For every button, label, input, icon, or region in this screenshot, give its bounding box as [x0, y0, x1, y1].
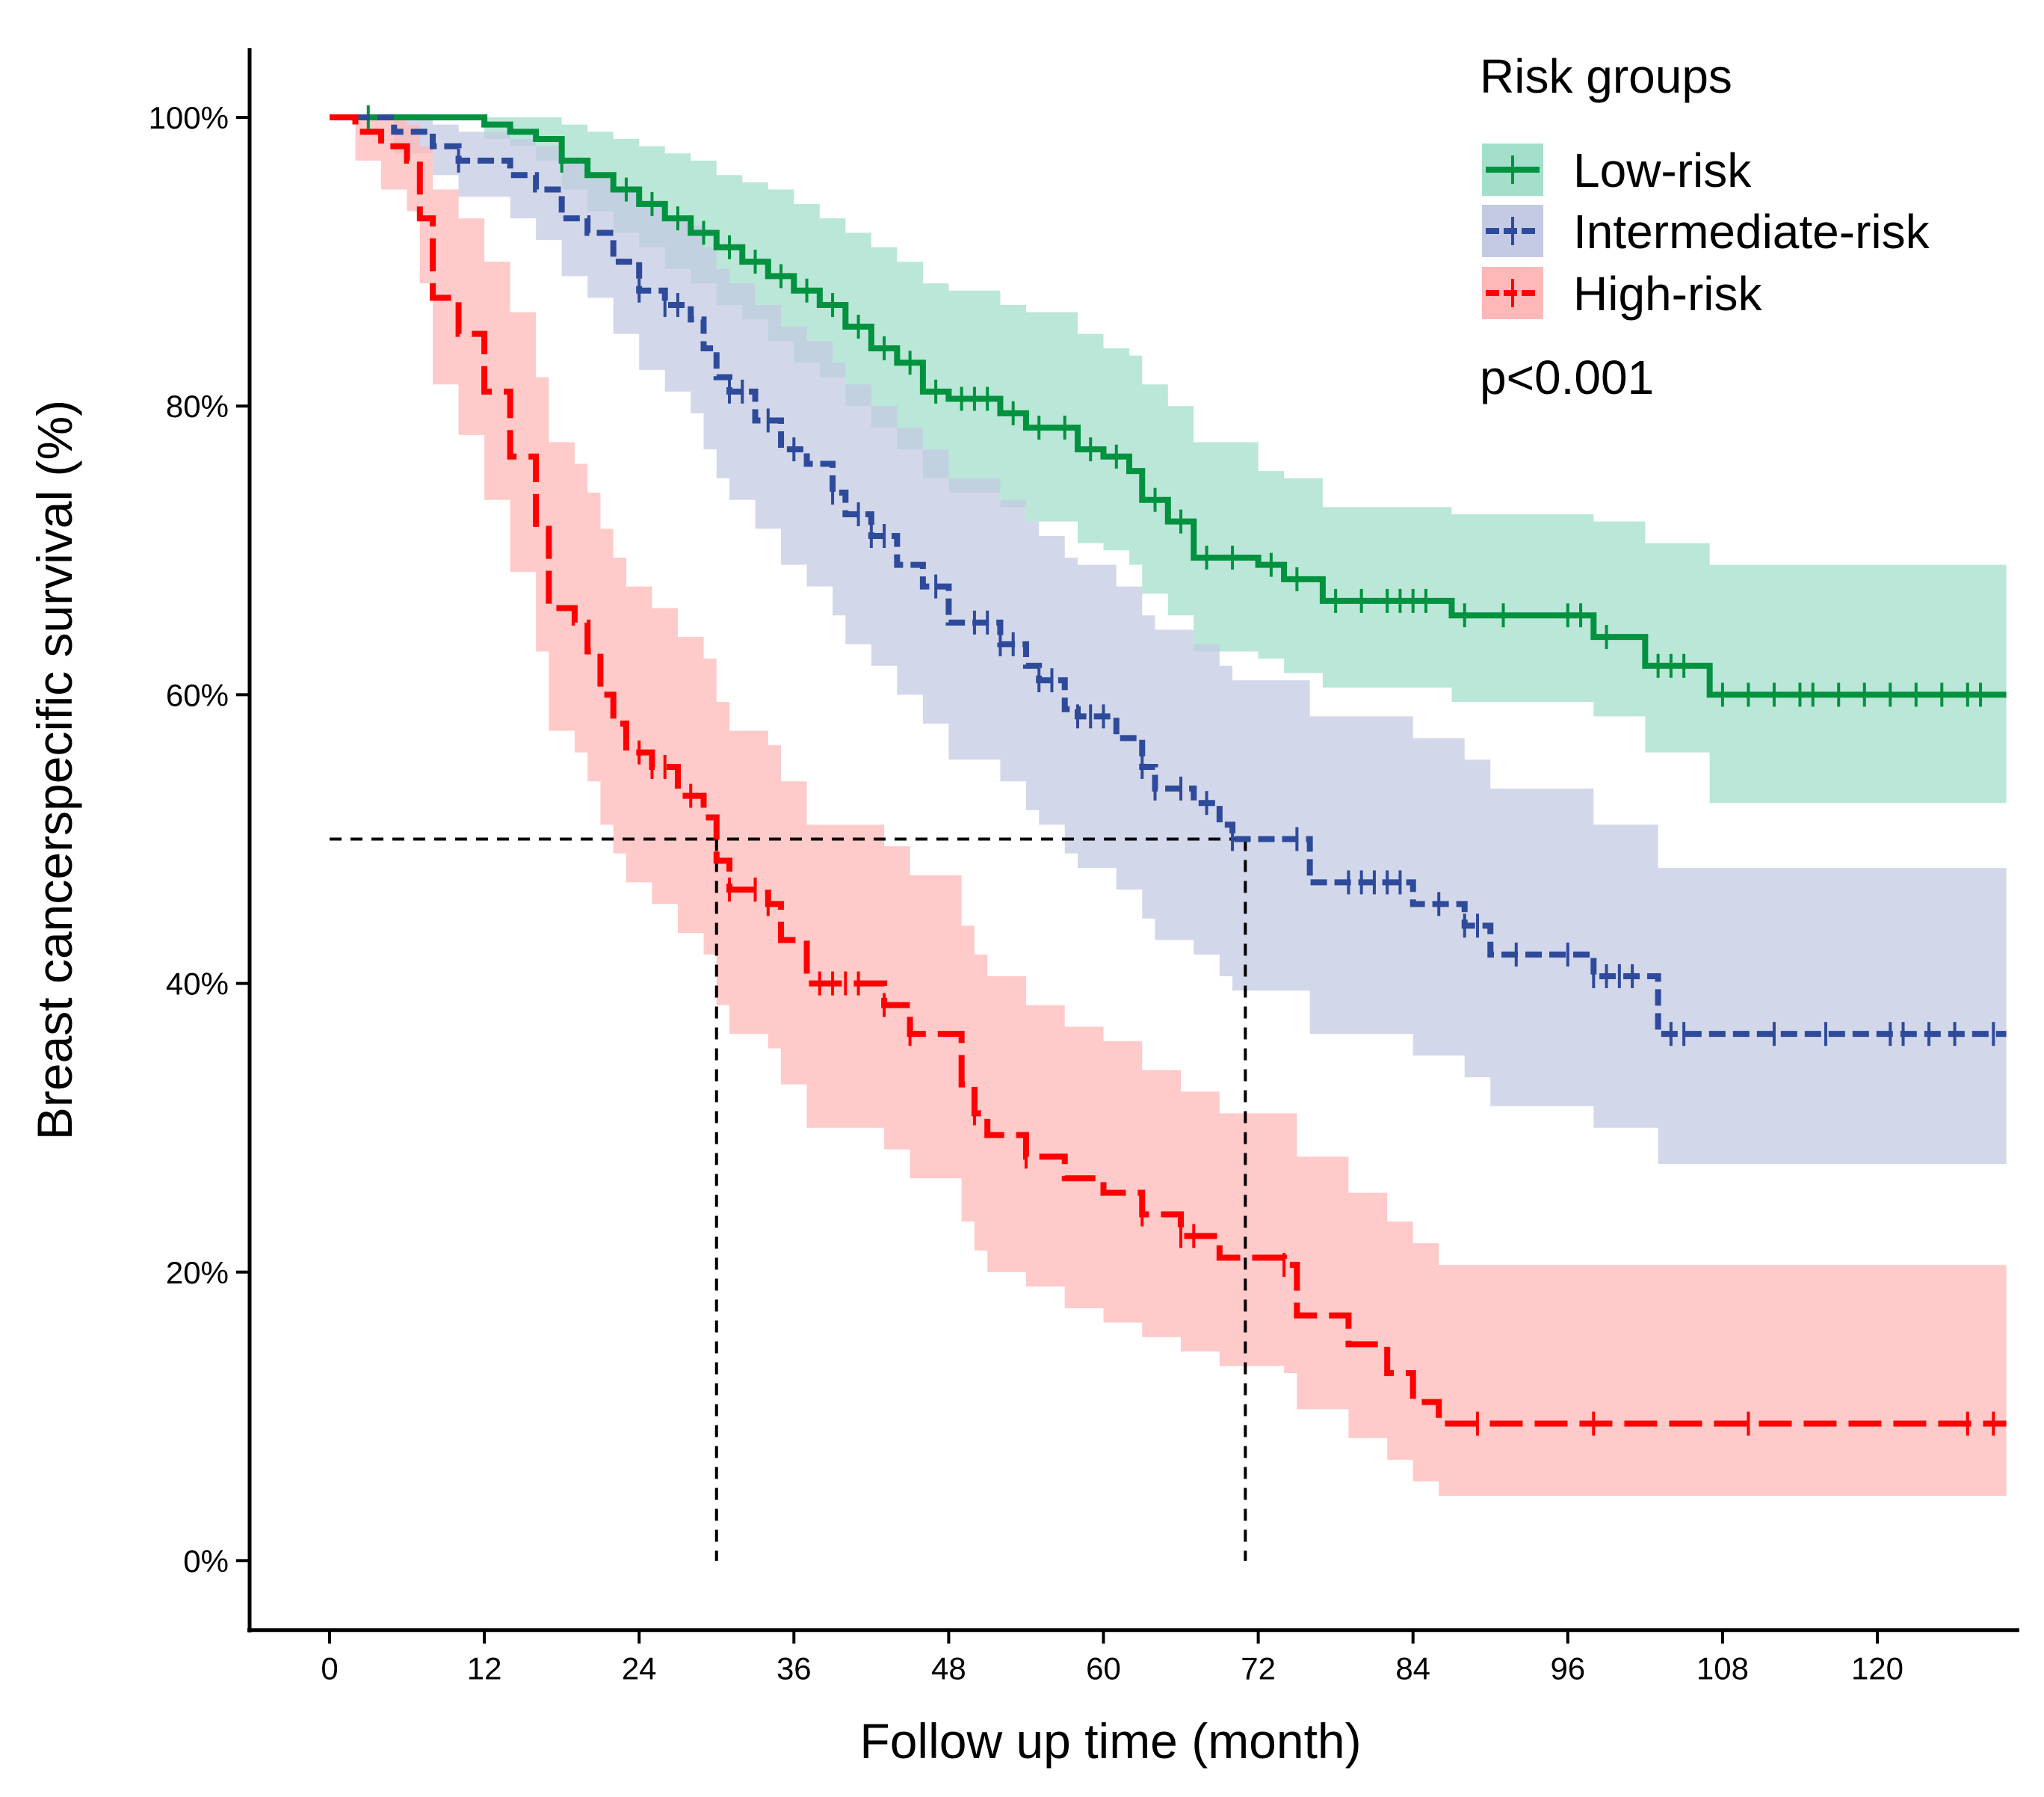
legend: Risk groups Low-risk Intermediate-risk Hig… [1480, 49, 1930, 404]
legend-label-low-risk: Low-risk [1573, 144, 1752, 197]
x-tick-label: 96 [1550, 1651, 1585, 1686]
legend-title: Risk groups [1480, 49, 1732, 103]
p-value-annotation: p<0.001 [1480, 351, 1654, 404]
y-tick-label: 80% [166, 389, 229, 424]
survival-line-high-risk [330, 114, 2007, 1427]
x-tick-label: 84 [1395, 1651, 1430, 1686]
y-tick-label: 20% [166, 1255, 229, 1290]
x-tick-label: 24 [622, 1651, 657, 1686]
legend-label-high-risk: High-risk [1573, 267, 1762, 321]
x-tick-label: 72 [1241, 1651, 1276, 1686]
x-tick-label: 12 [467, 1651, 502, 1686]
y-tick-label: 100% [149, 100, 229, 135]
axes: 0 12 24 36 48 60 72 84 96 108 120 0% 20% 40% 60% 80% 100… [149, 48, 2019, 1686]
legend-label-intermediate-risk: Intermediate-risk [1573, 205, 1930, 259]
x-tick-label: 120 [1851, 1651, 1903, 1686]
x-tick-label: 36 [776, 1651, 812, 1686]
confidence-bands [330, 117, 2007, 1497]
x-axis-title: Follow up time (month) [859, 1713, 1361, 1769]
x-tick-label: 60 [1086, 1651, 1121, 1686]
ci-band-intermediate-risk [330, 117, 2007, 1164]
survival-curves [330, 105, 2007, 1436]
x-tick-label: 48 [931, 1651, 966, 1686]
y-tick-label: 0% [183, 1544, 229, 1579]
x-tick-label: 108 [1696, 1651, 1749, 1686]
median-reference-lines [330, 837, 1247, 1561]
x-tick-label: 0 [321, 1651, 338, 1686]
y-axis-title: Breast cancerspecific survival (%) [27, 400, 82, 1140]
y-tick-label: 40% [166, 967, 229, 1002]
ci-band-high-risk [330, 117, 2007, 1497]
y-tick-label: 60% [166, 677, 229, 712]
